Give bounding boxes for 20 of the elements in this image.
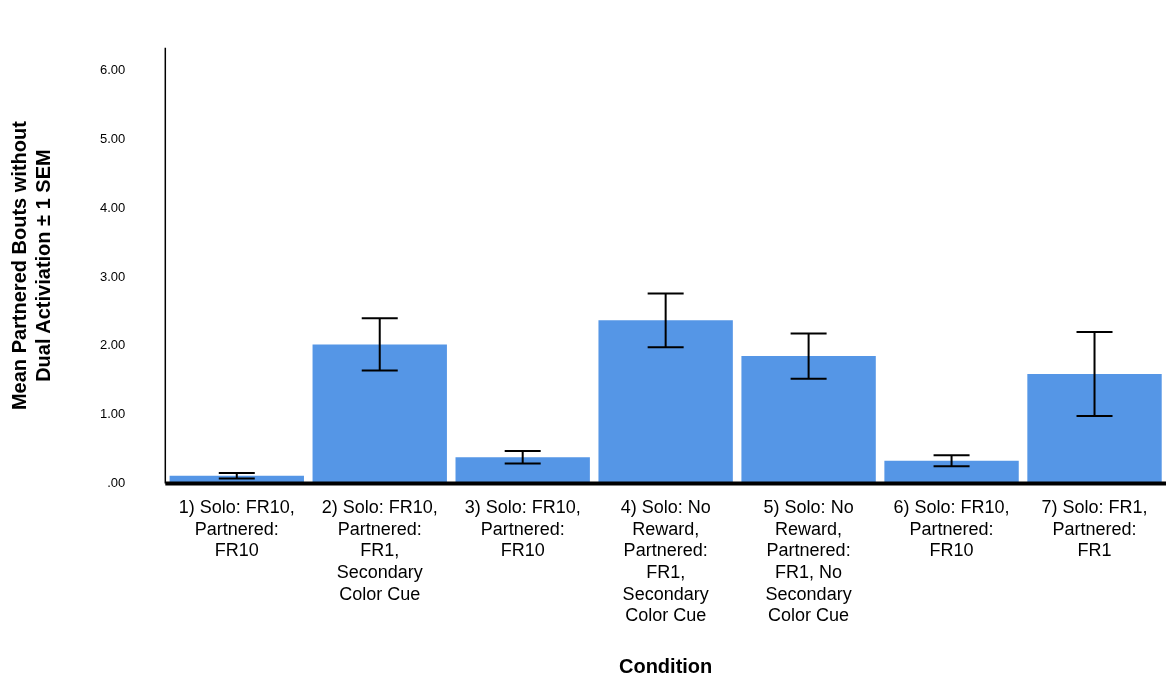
y-tick-label: 1.00 — [99, 406, 126, 422]
y-tick-label: 4.00 — [99, 199, 126, 215]
x-tick-label: 5) Solo: No Reward, Partnered: FR1, No Secondary Color Cue — [763, 497, 854, 626]
y-tick-label: 6.00 — [99, 62, 126, 78]
x-tick-label: 1) Solo: FR10, Partnered: FR10 — [178, 497, 295, 561]
y-tick-label: 2.00 — [99, 337, 126, 353]
bar — [598, 320, 733, 484]
y-tick-label: .00 — [107, 474, 126, 490]
x-tick-label: 6) Solo: FR10, Partnered: FR10 — [893, 497, 1010, 561]
bar — [312, 344, 447, 484]
y-tick-label: 5.00 — [99, 130, 126, 146]
x-tick-label: 2) Solo: FR10, Partnered: FR1, Secondary Color Cue — [321, 497, 438, 604]
x-axis-title: Condition — [618, 654, 713, 677]
x-tick-label: 3) Solo: FR10, Partnered: FR10 — [464, 497, 581, 561]
bar — [1027, 373, 1162, 484]
x-tick-label: 7) Solo: FR1, Partnered: FR1 — [1041, 497, 1148, 561]
y-axis-title: Mean Partnered Bouts without Dual Activiation ± 1 SEM — [7, 120, 54, 411]
x-tick-label: 4) Solo: No Reward, Partnered: FR1, Secondary Color Cue — [620, 497, 711, 626]
bar — [741, 356, 876, 484]
y-tick-label: 3.00 — [99, 268, 126, 284]
